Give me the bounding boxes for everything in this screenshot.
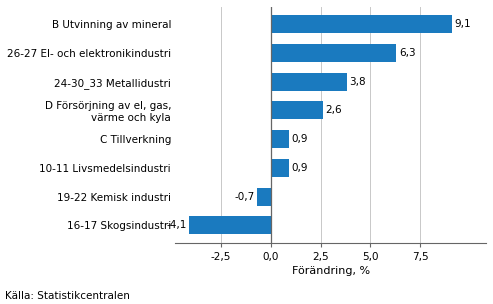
Text: Källa: Statistikcentralen: Källa: Statistikcentralen <box>5 291 130 301</box>
Text: 9,1: 9,1 <box>455 19 471 29</box>
X-axis label: Förändring, %: Förändring, % <box>291 266 370 276</box>
Text: 2,6: 2,6 <box>325 105 342 116</box>
Text: 0,9: 0,9 <box>291 163 308 173</box>
Bar <box>271 130 289 148</box>
Bar <box>271 159 289 177</box>
Bar <box>271 44 396 62</box>
Text: 3,8: 3,8 <box>349 77 366 87</box>
Text: -4,1: -4,1 <box>167 220 187 230</box>
Text: -0,7: -0,7 <box>234 192 254 202</box>
Bar <box>271 73 347 91</box>
Bar <box>189 216 271 234</box>
Bar <box>271 102 323 119</box>
Bar <box>271 15 452 33</box>
Text: 0,9: 0,9 <box>291 134 308 144</box>
Bar <box>257 188 271 206</box>
Text: 6,3: 6,3 <box>399 48 416 58</box>
